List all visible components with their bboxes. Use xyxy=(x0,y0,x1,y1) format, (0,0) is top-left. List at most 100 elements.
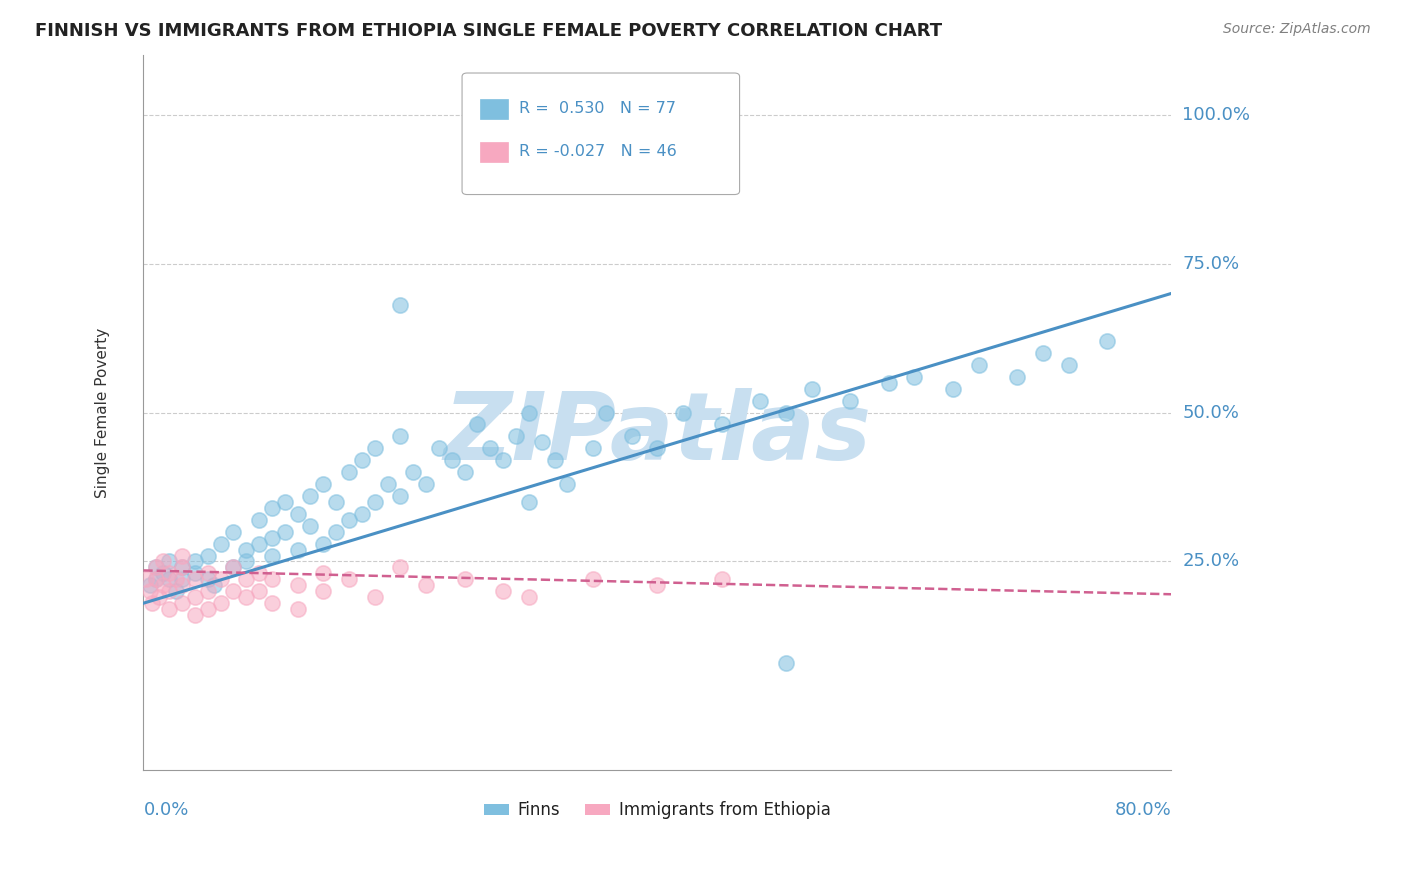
Point xyxy=(620,429,643,443)
Point xyxy=(139,578,162,592)
Point xyxy=(363,591,385,605)
Point xyxy=(148,591,170,605)
Point xyxy=(247,513,270,527)
Point xyxy=(157,554,180,568)
Text: ZIPatlas: ZIPatlas xyxy=(443,388,872,480)
Point xyxy=(209,596,232,610)
Point xyxy=(427,442,450,456)
Point xyxy=(170,578,193,592)
Point xyxy=(274,524,297,539)
Point xyxy=(402,465,425,479)
Point xyxy=(710,573,733,587)
Bar xyxy=(479,99,509,119)
Point xyxy=(152,554,174,568)
Point xyxy=(247,584,270,599)
Point xyxy=(202,578,225,592)
Point xyxy=(839,393,862,408)
Point xyxy=(170,560,193,574)
Point xyxy=(505,429,527,443)
Text: Source: ZipAtlas.com: Source: ZipAtlas.com xyxy=(1223,22,1371,37)
Point xyxy=(312,536,335,550)
Point xyxy=(350,507,373,521)
Point xyxy=(595,406,617,420)
Point xyxy=(363,442,385,456)
Point xyxy=(170,596,193,610)
Point xyxy=(165,573,187,587)
Point xyxy=(184,573,207,587)
Point xyxy=(1005,369,1028,384)
Point xyxy=(647,442,669,456)
Point xyxy=(389,298,412,312)
Point xyxy=(299,518,322,533)
Text: 75.0%: 75.0% xyxy=(1182,254,1240,273)
Point xyxy=(197,573,219,587)
Point xyxy=(517,406,540,420)
Point xyxy=(557,477,579,491)
Text: 25.0%: 25.0% xyxy=(1182,552,1240,571)
Point xyxy=(141,596,163,610)
Point xyxy=(145,573,167,587)
Point xyxy=(1057,358,1080,372)
Point xyxy=(350,453,373,467)
Point xyxy=(415,578,437,592)
Point xyxy=(170,560,193,574)
Point xyxy=(260,500,283,515)
Point xyxy=(389,560,412,574)
Text: R =  0.530   N = 77: R = 0.530 N = 77 xyxy=(519,102,676,116)
Text: Single Female Poverty: Single Female Poverty xyxy=(94,327,110,498)
Point xyxy=(287,542,309,557)
Point xyxy=(517,591,540,605)
Point xyxy=(247,566,270,581)
Point xyxy=(672,406,695,420)
Point xyxy=(1032,346,1054,360)
FancyBboxPatch shape xyxy=(463,73,740,194)
Point xyxy=(492,584,515,599)
Point xyxy=(260,596,283,610)
Point xyxy=(325,495,347,509)
Point xyxy=(389,489,412,503)
Point xyxy=(363,495,385,509)
Point xyxy=(377,477,399,491)
Text: R = -0.027   N = 46: R = -0.027 N = 46 xyxy=(519,145,676,159)
Point xyxy=(235,542,257,557)
Point xyxy=(209,573,232,587)
Point xyxy=(1095,334,1118,348)
Point xyxy=(325,524,347,539)
Legend: Finns, Immigrants from Ethiopia: Finns, Immigrants from Ethiopia xyxy=(478,795,837,826)
Point xyxy=(415,477,437,491)
Point xyxy=(209,536,232,550)
Point xyxy=(453,465,475,479)
Point xyxy=(312,566,335,581)
Point xyxy=(157,573,180,587)
Point xyxy=(260,531,283,545)
Point xyxy=(145,560,167,574)
Point xyxy=(235,554,257,568)
Point xyxy=(184,591,207,605)
Text: 80.0%: 80.0% xyxy=(1115,800,1171,819)
Point xyxy=(775,656,797,670)
Bar xyxy=(479,142,509,161)
Point xyxy=(145,560,167,574)
Point xyxy=(312,477,335,491)
Point xyxy=(517,495,540,509)
Point xyxy=(479,442,502,456)
Text: 100.0%: 100.0% xyxy=(1182,106,1250,124)
Point xyxy=(903,369,925,384)
Point xyxy=(235,591,257,605)
Point xyxy=(197,584,219,599)
Point xyxy=(287,602,309,616)
Point xyxy=(337,513,360,527)
Point xyxy=(184,608,207,623)
Point xyxy=(312,584,335,599)
Point xyxy=(710,417,733,432)
Point xyxy=(152,566,174,581)
Point xyxy=(467,417,489,432)
Point xyxy=(453,573,475,587)
Point xyxy=(530,435,553,450)
Point xyxy=(942,382,965,396)
Point xyxy=(492,453,515,467)
Point xyxy=(184,566,207,581)
Point xyxy=(287,507,309,521)
Point xyxy=(235,573,257,587)
Point xyxy=(647,578,669,592)
